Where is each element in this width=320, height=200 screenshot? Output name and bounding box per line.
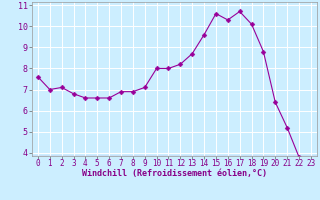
X-axis label: Windchill (Refroidissement éolien,°C): Windchill (Refroidissement éolien,°C) (82, 169, 267, 178)
